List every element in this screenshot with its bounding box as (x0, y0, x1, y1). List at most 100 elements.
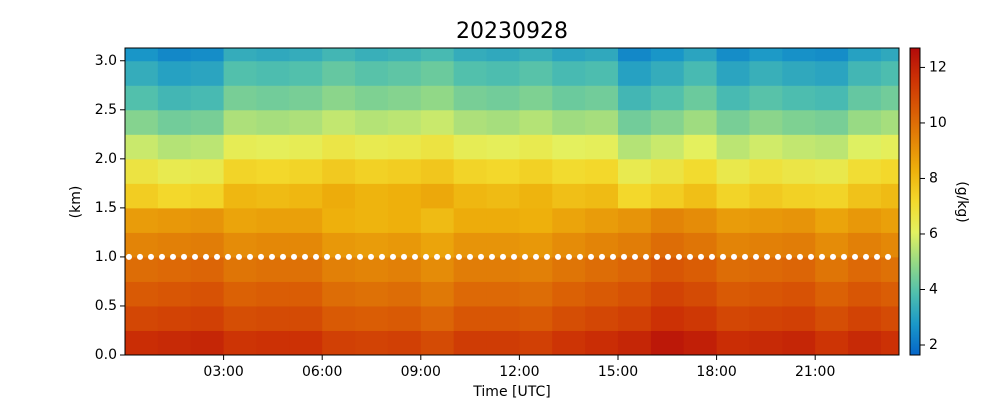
cell (749, 48, 783, 62)
cell (190, 109, 225, 135)
cell (256, 134, 290, 160)
y-tick-label: 2.5 (95, 102, 117, 118)
cell (387, 183, 422, 209)
cell (716, 232, 750, 258)
cell (880, 330, 900, 356)
cell (782, 109, 816, 135)
cell (749, 134, 783, 160)
cell (552, 330, 586, 356)
cell (289, 207, 323, 233)
cell (453, 232, 488, 258)
cell (157, 330, 192, 356)
cell (782, 85, 816, 111)
cell (355, 232, 389, 258)
cell (486, 256, 520, 282)
cell (848, 305, 882, 331)
cell (355, 256, 389, 282)
cell (453, 183, 488, 209)
cell (190, 207, 225, 233)
cell (650, 85, 685, 111)
cell (782, 281, 816, 307)
cell (650, 183, 685, 209)
cell (617, 134, 652, 160)
cell (256, 207, 290, 233)
cell (585, 158, 619, 184)
cell (387, 256, 422, 282)
cell (716, 48, 750, 62)
cell (880, 60, 900, 86)
cell (223, 281, 257, 307)
cell (157, 183, 192, 209)
cell (552, 281, 586, 307)
cell (782, 48, 816, 62)
cell (256, 281, 290, 307)
cell (683, 305, 718, 331)
cell (552, 48, 586, 62)
cell (256, 305, 290, 331)
cell (519, 158, 553, 184)
cell (585, 109, 619, 135)
cell (683, 85, 718, 111)
cell (749, 109, 783, 135)
cell (552, 109, 586, 135)
cell (848, 207, 882, 233)
cell (716, 85, 750, 111)
cell (256, 183, 290, 209)
y-tick-label: 1.5 (95, 200, 117, 216)
cell (322, 48, 356, 62)
cell (355, 85, 389, 111)
y-tick-label: 3.0 (95, 53, 117, 69)
cell (815, 60, 849, 86)
cell (420, 85, 455, 111)
cell (157, 305, 192, 331)
cell (585, 305, 619, 331)
cell (716, 158, 750, 184)
cell (749, 330, 783, 356)
cell (453, 281, 488, 307)
cell (519, 60, 553, 86)
cell (749, 158, 783, 184)
cell (322, 109, 356, 135)
cell (453, 207, 488, 233)
y-tick-label: 2.0 (95, 151, 117, 167)
cell (486, 85, 520, 111)
cell (125, 85, 159, 111)
cell (223, 158, 257, 184)
cell (650, 60, 685, 86)
heatmap (125, 48, 900, 356)
cell (617, 60, 652, 86)
cell (387, 109, 422, 135)
cell (880, 256, 900, 282)
cell (289, 305, 323, 331)
cell (782, 183, 816, 209)
cell (157, 207, 192, 233)
cell (157, 60, 192, 86)
x-axis-label: Time [UTC] (472, 384, 550, 400)
cell (486, 207, 520, 233)
cell (552, 232, 586, 258)
cell (848, 281, 882, 307)
cell (223, 330, 257, 356)
cell (125, 60, 159, 86)
cell (322, 60, 356, 86)
cell (683, 256, 718, 282)
cell (125, 207, 159, 233)
cell (453, 134, 488, 160)
cell (486, 60, 520, 86)
cell (486, 48, 520, 62)
cell (880, 305, 900, 331)
cell (782, 60, 816, 86)
cell (519, 207, 553, 233)
cell (125, 48, 159, 62)
cell (420, 183, 455, 209)
x-tick-label: 15:00 (598, 364, 638, 380)
cell (617, 281, 652, 307)
cell (289, 60, 323, 86)
cell (848, 109, 882, 135)
cell (125, 183, 159, 209)
y-axis-label: (km) (68, 186, 84, 219)
cell (387, 305, 422, 331)
cell (815, 183, 849, 209)
cell (322, 85, 356, 111)
